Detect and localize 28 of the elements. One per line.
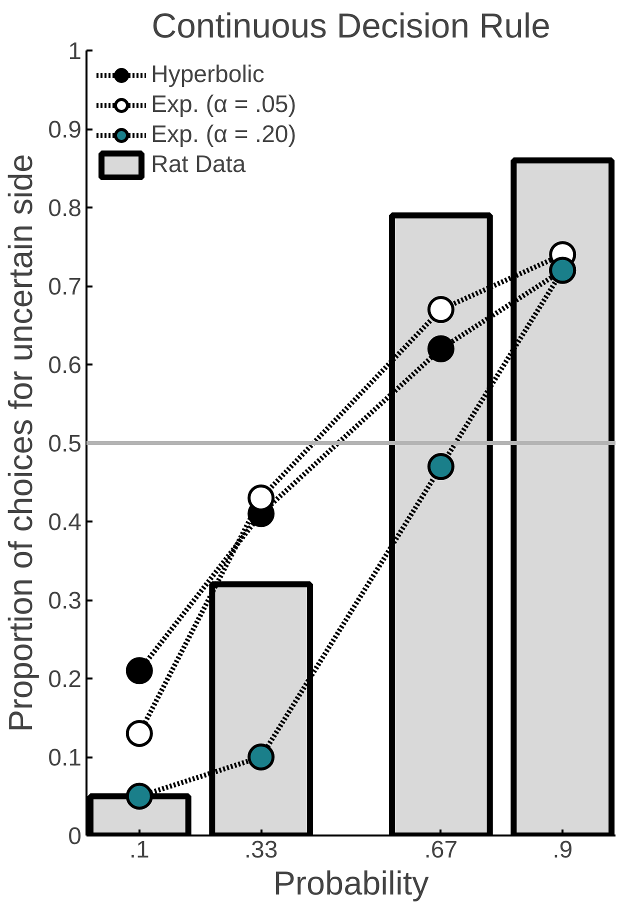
legend-label: Rat Data: [151, 151, 246, 179]
x-tick-label: .67: [424, 836, 458, 864]
chart-title: Continuous Decision Rule: [152, 8, 550, 46]
y-axis-title: Proportion of choices for uncertain side: [3, 154, 40, 732]
y-tick-label: 0.2: [48, 666, 82, 693]
y-tick-label: 1: [68, 38, 82, 65]
point: [126, 782, 153, 810]
x-tick-label: .1: [129, 836, 150, 864]
point: [427, 335, 454, 362]
x-tick-label: .9: [552, 836, 573, 864]
point: [248, 744, 275, 770]
y-tick-label: 0.4: [48, 509, 82, 536]
y-tick-label: 0.8: [48, 195, 82, 222]
legend-label: Exp. (α = .20): [151, 121, 296, 149]
y-tick-label: 0.3: [48, 588, 82, 614]
legend-label: Hyperbolic: [151, 61, 264, 89]
y-tick-label: 0.1: [48, 744, 82, 772]
y-tick-label: 0.5: [48, 430, 82, 458]
point: [126, 657, 153, 684]
y-tick-label: 0.7: [48, 274, 82, 300]
y-tick-label: 0: [68, 823, 82, 850]
y-tick-label: 0.9: [48, 116, 82, 144]
point: [427, 453, 454, 480]
legend-label: Exp. (α = .05): [151, 91, 296, 119]
x-tick-label: .33: [244, 836, 278, 864]
x-axis-title: Probability: [273, 866, 430, 902]
y-tick-label: 0.6: [48, 352, 82, 379]
point: [427, 296, 454, 324]
